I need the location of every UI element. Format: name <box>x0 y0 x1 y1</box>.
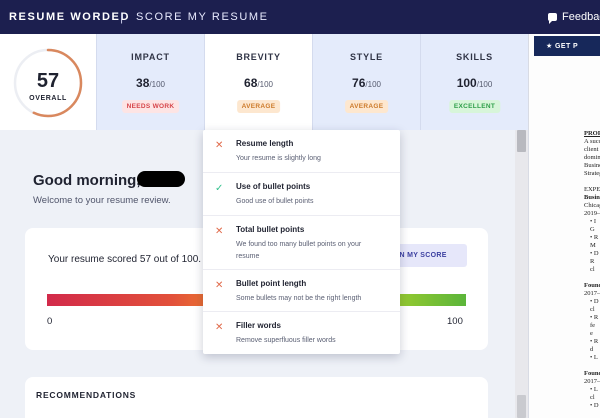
resume-line: cl <box>590 266 595 273</box>
resume-line: • R <box>590 234 599 241</box>
category-score: 100/100 <box>456 76 493 90</box>
bar-min-label: 0 <box>47 316 53 327</box>
resume-line: • I <box>590 218 597 225</box>
resume-line: e <box>590 330 593 337</box>
item-title: Filler words <box>236 321 281 330</box>
status-badge: EXCELLENT <box>448 100 501 113</box>
recommendations-title: RECOMMENDATIONS <box>36 390 137 400</box>
resume-line: d <box>590 346 594 353</box>
resume-line: G <box>590 226 595 233</box>
resume-line: 2019– <box>584 210 600 217</box>
resume-line: • D <box>590 298 599 305</box>
resume-line <box>584 178 600 186</box>
category-score: 76/100 <box>352 76 381 90</box>
resume-line: 2017– <box>584 290 600 297</box>
dropdown-item-use-of-bullet-points[interactable]: ✓ Use of bullet points Good use of bulle… <box>203 173 400 216</box>
check-icon: ✓ <box>215 183 224 194</box>
x-icon: ✕ <box>215 322 224 333</box>
overall-gauge <box>13 48 83 118</box>
resume-line: • L <box>590 386 598 393</box>
resume-line: Found <box>584 370 600 377</box>
item-title: Total bullet points <box>236 225 305 234</box>
brevity-dropdown: ✕ Resume length Your resume is slightly … <box>203 130 400 354</box>
resume-line: • D <box>590 250 599 257</box>
item-title: Bullet point length <box>236 279 307 288</box>
item-title: Use of bullet points <box>236 182 311 191</box>
resume-line: Strateg <box>584 170 600 177</box>
status-badge: AVERAGE <box>344 100 389 113</box>
overall-score[interactable]: 57 OVERALL <box>0 34 96 130</box>
dropdown-item-bullet-point-length[interactable]: ✕ Bullet point length Some bullets may n… <box>203 270 400 312</box>
overall-label: OVERALL <box>29 95 67 102</box>
chat-icon <box>548 13 557 24</box>
status-badge: NEEDS WORK <box>121 100 180 113</box>
resume-line: R <box>590 258 595 265</box>
resume-line <box>584 274 600 282</box>
header-separator: | <box>120 10 124 24</box>
feedback-label: Feedbac <box>562 11 600 23</box>
dropdown-item-filler-words[interactable]: ✕ Filler words Remove superfluous filler… <box>203 312 400 354</box>
x-icon: ✕ <box>215 140 224 151</box>
status-badge: AVERAGE <box>236 100 281 113</box>
resume-line: • D <box>590 402 599 409</box>
category-score: 38/100 <box>136 76 165 90</box>
tab-style[interactable]: STYLE 76/100 AVERAGE <box>312 34 420 130</box>
item-description: Your resume is slightly long <box>236 155 321 162</box>
resume-line: Chicag <box>584 202 600 209</box>
brand-logo[interactable]: RESUME WORDED <box>9 11 131 23</box>
score-strip: 57 OVERALL IMPACT 38/100 NEEDS WORK BREV… <box>0 34 528 130</box>
recommendations-card: RECOMMENDATIONS <box>25 377 488 418</box>
get-pro-button[interactable]: ★ GET P <box>534 36 600 56</box>
tab-brevity[interactable]: BREVITY 68/100 AVERAGE <box>204 34 312 130</box>
feedback-button[interactable]: Feedbac <box>548 11 600 24</box>
resume-line: Busin <box>584 194 600 201</box>
category-score: 68/100 <box>244 76 273 90</box>
resume-line: cl <box>590 306 595 313</box>
resume-line: fe <box>590 322 596 329</box>
item-description: Good use of bullet points <box>236 198 314 205</box>
category-name: BREVITY <box>236 52 281 62</box>
resume-line: 2017– <box>584 378 600 385</box>
resume-line: cl <box>590 394 595 401</box>
resume-line: • R <box>590 338 599 345</box>
tab-impact[interactable]: IMPACT 38/100 NEEDS WORK <box>96 34 204 130</box>
top-header: RESUME WORDED | SCORE MY RESUME Feedbac <box>0 0 600 34</box>
category-name: SKILLS <box>456 52 493 62</box>
x-icon: ✕ <box>215 280 224 291</box>
item-title: Resume length <box>236 139 294 148</box>
resume-line: client <box>584 146 599 153</box>
main-scrollbar[interactable] <box>515 130 528 418</box>
dropdown-item-resume-length[interactable]: ✕ Resume length Your resume is slightly … <box>203 130 400 173</box>
resume-line: • R <box>590 314 599 321</box>
category-name: IMPACT <box>131 52 170 62</box>
x-icon: ✕ <box>215 226 224 237</box>
resume-line: A succ <box>584 138 600 145</box>
resume-line: Found <box>584 282 600 289</box>
item-description: Some bullets may not be the right length <box>236 295 362 302</box>
resume-line: • L <box>590 354 598 361</box>
greeting-heading: Good morning, <box>33 172 141 189</box>
resume-line: M <box>590 242 596 249</box>
resume-line <box>584 362 600 370</box>
scrollbar-thumb[interactable] <box>517 130 526 152</box>
category-name: STYLE <box>349 52 383 62</box>
redacted-name <box>137 171 185 187</box>
resume-line: domin <box>584 154 600 161</box>
overall-value: 57 <box>36 70 60 92</box>
item-description: Remove superfluous filler words <box>236 337 336 344</box>
resume-line: EXPE <box>584 186 600 193</box>
scrollbar-lower <box>517 395 526 418</box>
resume-line: Busine <box>584 162 600 169</box>
welcome-text: Welcome to your resume review. <box>33 195 171 206</box>
page-subtitle: SCORE MY RESUME <box>136 11 269 23</box>
item-description: We found too many bullet points on your … <box>236 241 362 260</box>
dropdown-item-total-bullet-points[interactable]: ✕ Total bullet points We found too many … <box>203 216 400 270</box>
gauge-progress <box>13 48 83 118</box>
bar-max-label: 100 <box>447 316 463 327</box>
tab-skills[interactable]: SKILLS 100/100 EXCELLENT <box>420 34 528 130</box>
resume-line: PROF <box>584 130 600 137</box>
score-summary: Your resume scored 57 out of 100. <box>48 254 202 265</box>
